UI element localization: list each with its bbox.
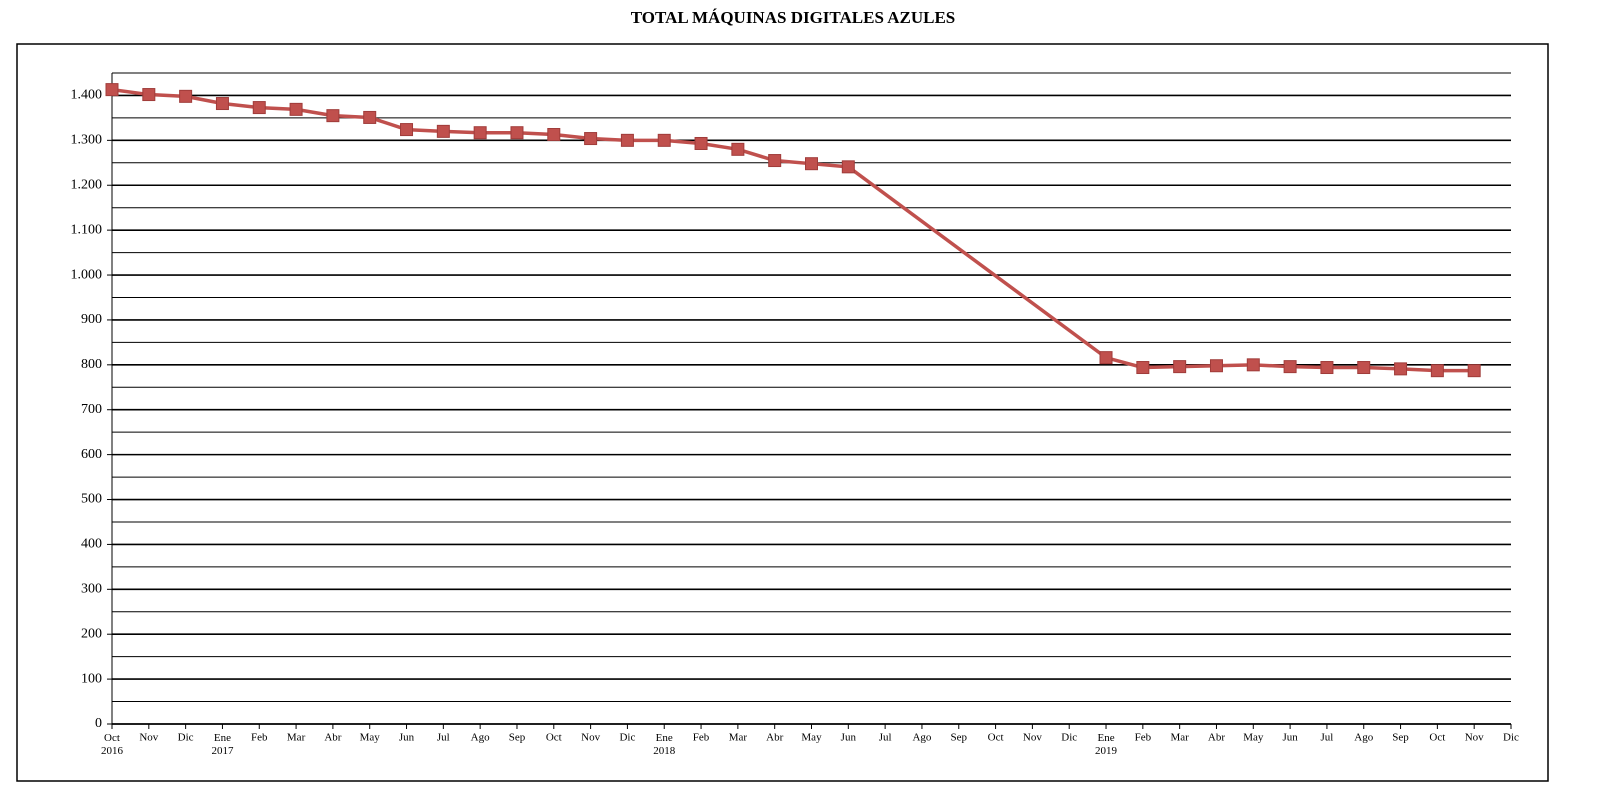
- data-point: [1283, 360, 1297, 374]
- x-tick-label: Oct: [546, 732, 562, 744]
- data-point: [105, 83, 119, 97]
- data-point: [1467, 364, 1481, 378]
- data-point: [1394, 362, 1408, 376]
- gap-connector: [847, 165, 1108, 360]
- data-point: [179, 89, 193, 103]
- data-point: [1246, 358, 1260, 372]
- x-tick-label: Nov: [581, 732, 600, 744]
- data-point: [731, 142, 745, 156]
- data-point: [1136, 361, 1150, 375]
- x-tick-label: Ago: [1354, 732, 1373, 744]
- x-tick-label: Sep: [951, 732, 968, 744]
- x-tick-label: Oct: [988, 732, 1004, 744]
- y-tick-label: 700: [81, 402, 102, 417]
- x-tick-label: Ago: [912, 732, 931, 744]
- data-point: [326, 109, 340, 123]
- x-tick-label: Feb: [1135, 732, 1152, 744]
- x-tick-label: Nov: [139, 732, 158, 744]
- data-point: [584, 132, 598, 146]
- data-point: [1173, 360, 1187, 374]
- data-point: [1320, 361, 1334, 375]
- x-tick-label: Feb: [251, 732, 268, 744]
- x-tick-label: May: [801, 732, 822, 744]
- x-tick-label: Jun: [1282, 732, 1298, 744]
- data-point: [400, 123, 414, 137]
- data-point: [289, 102, 303, 116]
- data-point: [547, 128, 561, 142]
- y-tick-label: 0: [95, 716, 102, 731]
- chart-frame: [16, 43, 1549, 782]
- chart-title: TOTAL MÁQUINAS DIGITALES AZULES: [631, 8, 956, 27]
- data-point: [142, 88, 156, 102]
- data-point: [1357, 361, 1371, 375]
- data-point: [252, 101, 266, 115]
- data-point: [1430, 364, 1444, 378]
- y-tick-label: 400: [81, 537, 102, 552]
- x-tick-label: Ene 2018: [653, 732, 676, 757]
- data-point: [436, 124, 450, 138]
- x-tick-label: Mar: [1170, 732, 1189, 744]
- x-tick-label: Jul: [437, 732, 450, 744]
- data-point: [1209, 359, 1223, 373]
- x-tick-label: Dic: [1503, 732, 1519, 744]
- x-tick-label: Nov: [1465, 732, 1484, 744]
- x-tick-label: Oct 2016: [101, 732, 124, 757]
- x-tick-label: Abr: [324, 732, 341, 744]
- x-tick-label: May: [360, 732, 381, 744]
- y-tick-label: 600: [81, 447, 102, 462]
- y-tick-label: 1.400: [71, 88, 103, 103]
- y-tick-label: 800: [81, 357, 102, 372]
- x-tick-label: Jul: [1320, 732, 1333, 744]
- y-tick-label: 200: [81, 626, 102, 641]
- y-tick-label: 100: [81, 671, 102, 686]
- x-tick-label: Jul: [879, 732, 892, 744]
- data-point: [620, 133, 634, 147]
- x-tick-label: Feb: [693, 732, 710, 744]
- y-tick-label: 900: [81, 312, 102, 327]
- y-tick-label: 1.300: [71, 133, 103, 148]
- x-tick-label: Ene 2019: [1095, 732, 1118, 757]
- data-point: [841, 160, 855, 174]
- x-tick-label: Abr: [766, 732, 783, 744]
- y-tick-label: 500: [81, 492, 102, 507]
- data-point: [694, 136, 708, 150]
- data-point: [473, 126, 487, 140]
- x-tick-label: Abr: [1208, 732, 1225, 744]
- data-point: [363, 110, 377, 124]
- data-point: [510, 126, 524, 140]
- x-tick-label: Dic: [1061, 732, 1077, 744]
- data-point: [768, 154, 782, 168]
- y-tick-label: 1.000: [71, 267, 103, 282]
- y-tick-label: 300: [81, 582, 102, 597]
- data-point: [657, 133, 671, 147]
- data-point: [805, 157, 818, 171]
- x-tick-label: Dic: [178, 732, 194, 744]
- data-point: [215, 97, 229, 111]
- x-tick-label: Dic: [619, 732, 635, 744]
- data-point: [1099, 351, 1113, 365]
- x-tick-label: Nov: [1023, 732, 1042, 744]
- y-tick-label: 1.200: [71, 177, 103, 192]
- x-tick-label: Sep: [1392, 732, 1409, 744]
- x-tick-label: Ago: [471, 732, 490, 744]
- x-tick-label: Sep: [509, 732, 526, 744]
- x-tick-label: Oct: [1429, 732, 1445, 744]
- x-tick-label: Mar: [729, 732, 748, 744]
- x-tick-label: Jun: [841, 732, 857, 744]
- x-tick-label: Ene 2017: [211, 732, 234, 757]
- x-tick-label: Mar: [287, 732, 306, 744]
- x-tick-label: May: [1243, 732, 1264, 744]
- y-tick-label: 1.100: [71, 222, 103, 237]
- x-tick-label: Jun: [399, 732, 415, 744]
